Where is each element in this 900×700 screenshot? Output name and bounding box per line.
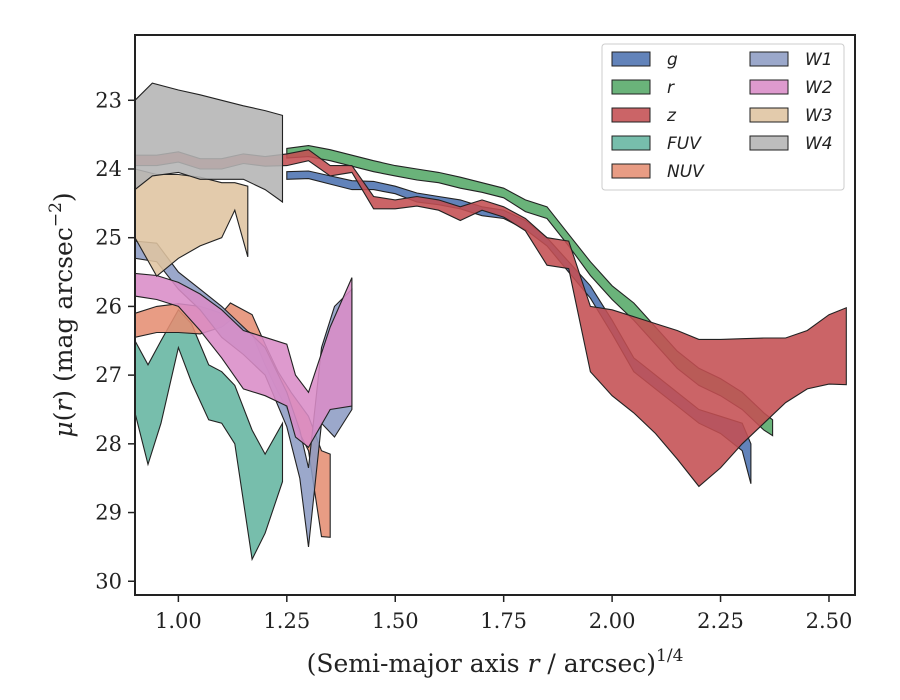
profile-bands — [134, 82, 847, 562]
legend-label-nuv: NUV — [667, 162, 705, 182]
y-tick-label: 28 — [95, 432, 122, 456]
plot-frame — [134, 34, 856, 596]
band-w3 — [134, 168, 249, 278]
y-tick-label: 25 — [95, 226, 122, 250]
x-tick-label: 1.50 — [372, 609, 419, 633]
legend-label-r: r — [667, 78, 675, 98]
axis-ticks: 1.00 1.25 1.50 1.75 2.00 2.25 2.50 23 24 25 26 27 28… — [95, 88, 852, 633]
x-tick-label: 2.00 — [589, 609, 636, 633]
band-w2 — [134, 272, 353, 449]
legend-swatch-fuv — [611, 135, 651, 151]
legend-label-g: g — [667, 50, 678, 70]
x-tick-label: 1.25 — [263, 609, 310, 633]
legend-swatch-nuv — [611, 163, 651, 179]
y-tick-label: 27 — [95, 363, 122, 387]
y-tick-label: 30 — [95, 569, 122, 593]
legend-label-w4: W4 — [805, 134, 833, 154]
y-tick-label: 23 — [95, 88, 122, 112]
legend-label-w3: W3 — [805, 106, 833, 126]
x-tick-label: 1.75 — [480, 609, 527, 633]
y-tick-label: 24 — [95, 157, 122, 181]
legend-swatch-w3 — [749, 107, 789, 123]
x-tick-label: 2.25 — [697, 609, 744, 633]
legend-swatch-w4 — [749, 135, 789, 151]
band-w4 — [134, 82, 284, 204]
y-tick-label: 29 — [95, 501, 122, 525]
legend: grz FUV NUV W1 W2 W3 W4 — [601, 43, 845, 191]
legend-swatch-r — [611, 79, 651, 95]
legend-label-z: z — [666, 106, 677, 126]
x-tick-label: 2.50 — [806, 609, 853, 633]
band-r — [286, 145, 774, 437]
x-tick-label: 1.00 — [155, 609, 202, 633]
legend-label-fuv: FUV — [667, 134, 702, 154]
y-axis-label: μ(r) (mag arcsec−2) — [46, 192, 78, 437]
legend-label-w1: W1 — [805, 50, 833, 70]
band-z — [134, 149, 847, 488]
legend-swatch-g — [611, 51, 651, 67]
x-axis-label: (Semi-major axis r / arcsec)1/4 — [307, 646, 684, 678]
legend-swatch-w2 — [749, 79, 789, 95]
legend-label-w2: W2 — [805, 78, 833, 98]
y-tick-label: 26 — [95, 294, 122, 318]
legend-swatch-w1 — [749, 51, 789, 67]
legend-swatch-z — [611, 107, 651, 123]
